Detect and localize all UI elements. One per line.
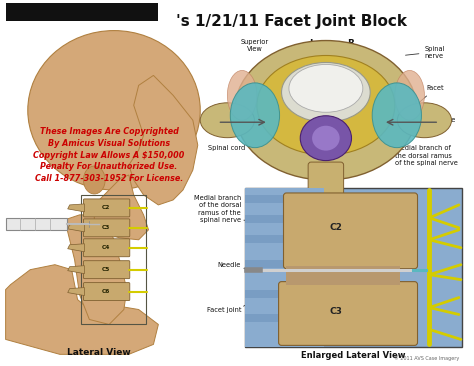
FancyBboxPatch shape	[286, 266, 400, 285]
Polygon shape	[68, 204, 84, 212]
FancyBboxPatch shape	[245, 188, 324, 347]
Text: Needle: Needle	[216, 115, 239, 121]
FancyBboxPatch shape	[83, 239, 130, 257]
Ellipse shape	[312, 126, 340, 151]
FancyBboxPatch shape	[279, 281, 418, 346]
Polygon shape	[68, 224, 84, 232]
Ellipse shape	[372, 83, 421, 147]
Text: These Images Are Copyrighted
By Amicus Visual Solutions
Copyright Law Allows A $: These Images Are Copyrighted By Amicus V…	[33, 127, 185, 183]
FancyBboxPatch shape	[6, 3, 158, 20]
Ellipse shape	[300, 116, 352, 161]
Text: Medial branch
of the dorsal
ramus of the
spinal nerve: Medial branch of the dorsal ramus of the…	[194, 195, 241, 224]
Ellipse shape	[289, 64, 363, 112]
Text: Enlarged Lateral View: Enlarged Lateral View	[301, 351, 406, 361]
Text: Medial branch of
the dorsal ramus
of the spinal nerve: Medial branch of the dorsal ramus of the…	[395, 145, 458, 166]
Polygon shape	[65, 215, 127, 325]
Ellipse shape	[230, 83, 280, 147]
Text: C3: C3	[329, 307, 342, 316]
Text: Facet: Facet	[407, 85, 444, 113]
Ellipse shape	[235, 41, 417, 180]
Ellipse shape	[282, 63, 370, 122]
FancyBboxPatch shape	[245, 235, 344, 243]
Ellipse shape	[83, 166, 105, 194]
Ellipse shape	[200, 103, 255, 138]
FancyBboxPatch shape	[83, 199, 130, 217]
Ellipse shape	[228, 70, 257, 120]
FancyBboxPatch shape	[283, 193, 418, 269]
Text: Needle: Needle	[432, 117, 456, 123]
Ellipse shape	[397, 103, 452, 138]
Polygon shape	[68, 266, 84, 274]
FancyBboxPatch shape	[83, 219, 130, 237]
FancyBboxPatch shape	[308, 162, 344, 213]
Polygon shape	[68, 244, 84, 252]
FancyBboxPatch shape	[245, 215, 344, 223]
FancyBboxPatch shape	[245, 260, 344, 268]
FancyBboxPatch shape	[245, 314, 344, 322]
Text: Lateral View: Lateral View	[67, 348, 131, 357]
Text: C4: C4	[102, 245, 110, 250]
FancyBboxPatch shape	[83, 261, 130, 279]
Ellipse shape	[257, 56, 395, 155]
Ellipse shape	[395, 70, 424, 120]
Text: C3: C3	[102, 225, 110, 230]
FancyBboxPatch shape	[245, 195, 344, 203]
Text: C6: C6	[102, 289, 110, 294]
FancyBboxPatch shape	[245, 290, 344, 298]
Text: L: L	[309, 38, 315, 48]
Polygon shape	[68, 288, 84, 296]
Polygon shape	[6, 265, 158, 354]
Ellipse shape	[28, 31, 200, 190]
FancyBboxPatch shape	[83, 283, 130, 300]
Text: Superior
View: Superior View	[241, 38, 269, 52]
Text: Spinal cord: Spinal cord	[208, 138, 301, 151]
Text: Facet joint: Facet joint	[207, 306, 241, 313]
Text: R: R	[347, 38, 354, 48]
Text: C2: C2	[102, 205, 110, 210]
Text: C2: C2	[329, 223, 342, 232]
Text: Spinal
nerve: Spinal nerve	[405, 45, 445, 59]
Text: © 2011 AVS Case Imagery: © 2011 AVS Case Imagery	[394, 356, 459, 361]
FancyBboxPatch shape	[245, 188, 462, 347]
FancyBboxPatch shape	[6, 218, 67, 230]
Text: 's 1/21/11 Facet Joint Block: 's 1/21/11 Facet Joint Block	[176, 14, 407, 29]
Text: Needle: Needle	[218, 262, 241, 268]
Polygon shape	[129, 75, 198, 205]
Polygon shape	[94, 175, 148, 240]
Text: C5: C5	[102, 267, 110, 272]
